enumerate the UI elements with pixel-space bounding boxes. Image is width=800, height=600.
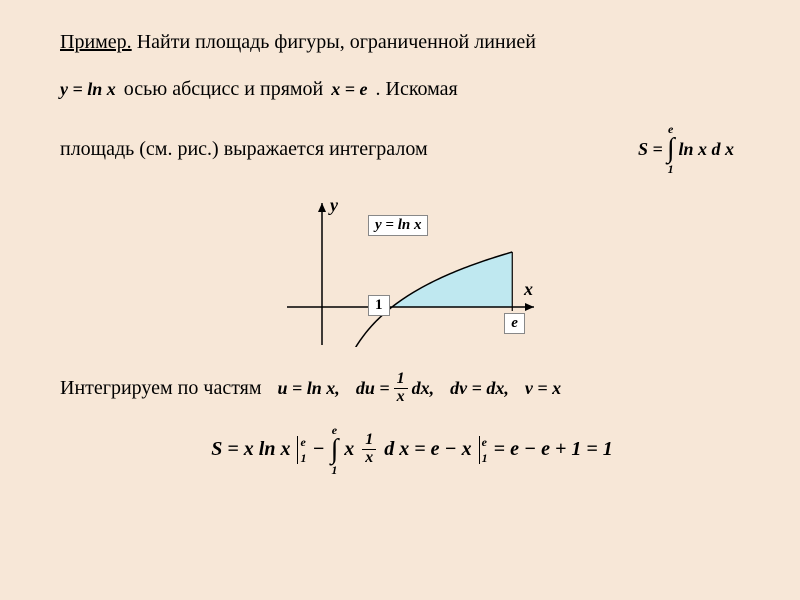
parts-du-num: 1 — [394, 371, 408, 389]
eval1-up: e — [300, 436, 305, 448]
integral-symbol: e ∫ 1 — [667, 123, 675, 175]
e-label-box: e — [504, 313, 525, 334]
integral-expression: S = e ∫ 1 ln x d x — [638, 123, 734, 175]
sol-int-lo: 1 — [331, 464, 337, 476]
sol-frac-num: 1 — [362, 432, 376, 450]
parts-v: v = x — [525, 378, 561, 399]
sol-minus: − — [312, 438, 324, 461]
sol-S: S = x ln x — [211, 438, 290, 461]
integral-S: S = — [638, 139, 663, 160]
paragraph-3-text: площадь (см. рис.) выражается интегралом — [60, 138, 428, 161]
sol-tail: = e − e + 1 = 1 — [494, 438, 613, 461]
sol-integral-symbol: e ∫ 1 — [331, 424, 339, 476]
parts-u: u = ln x, — [278, 378, 340, 399]
parts-du-lhs: du = — [356, 378, 390, 399]
one-label-box: 1 — [368, 295, 390, 316]
eval-bounds-2: e 1 — [479, 436, 488, 464]
eval2-lo: 1 — [482, 452, 488, 464]
integral-body: ln x d x — [678, 139, 734, 160]
ln-chart: y y = ln x 1 x e — [282, 197, 542, 347]
paragraph-2: y = ln x осью абсцисс и прямой x = e . И… — [60, 78, 764, 101]
parts-du: du = 1 x dx, — [356, 371, 434, 406]
integral-lower: 1 — [668, 163, 674, 175]
example-label: Пример. — [60, 31, 132, 53]
x-axis-label: x — [524, 279, 533, 300]
sol-int-frac: 1 x — [362, 432, 376, 467]
paragraph-3: площадь (см. рис.) выражается интегралом… — [60, 123, 764, 175]
eval1-lo: 1 — [300, 452, 306, 464]
chart-container: y y = ln x 1 x e — [60, 197, 764, 347]
sol-int-tail: d x = e − x — [384, 438, 471, 461]
y-axis-label: y — [330, 195, 338, 216]
eval-bounds-1: e 1 — [297, 436, 306, 464]
sol-int-x: x — [344, 438, 354, 461]
paragraph-1-tail: Найти площадь фигуры, ограниченной линие… — [132, 31, 536, 53]
paragraph-2-end: . Искомая — [376, 78, 458, 101]
equation-y-lnx: y = ln x — [60, 79, 116, 100]
content-region: Пример. Найти площадь фигуры, ограниченн… — [0, 0, 800, 600]
parts-du-tail: dx, — [412, 378, 435, 399]
parts-du-frac: 1 x — [394, 371, 408, 406]
eval2-up: e — [482, 436, 487, 448]
equation-x-e: x = e — [331, 79, 367, 100]
paragraph-2-mid: осью абсцисс и прямой — [124, 78, 324, 101]
paragraph-1: Пример. Найти площадь фигуры, ограниченн… — [60, 28, 764, 56]
solution-line: S = x ln x e 1 − e ∫ 1 x 1 x d x = e − x… — [60, 424, 764, 476]
sol-frac-den: x — [362, 450, 376, 467]
paragraph-4-row: Интегрируем по частям u = ln x, du = 1 x… — [60, 371, 764, 406]
parts-du-den: x — [394, 389, 408, 406]
curve-label-box: y = ln x — [368, 215, 428, 236]
parts-dv: dv = dx, — [450, 378, 509, 399]
paragraph-4: Интегрируем по частям — [60, 377, 262, 400]
